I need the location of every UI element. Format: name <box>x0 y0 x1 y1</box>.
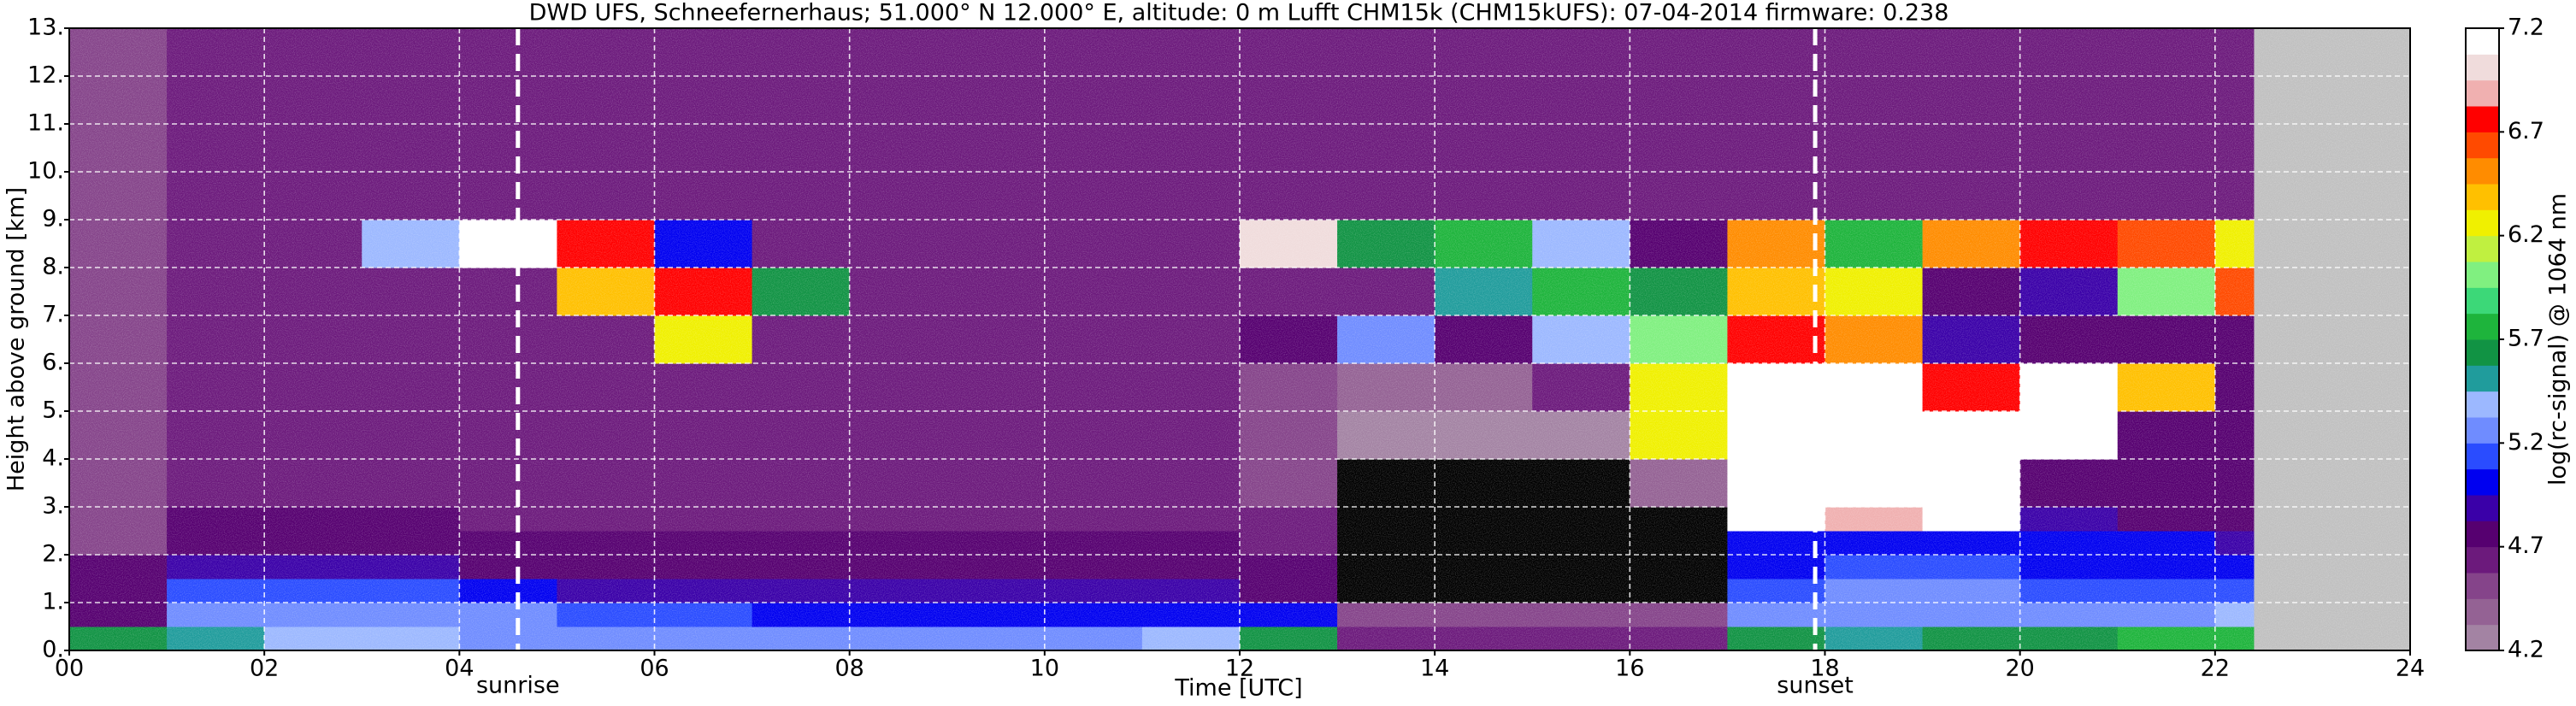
y-tick-label: 1. <box>42 589 64 615</box>
annotation-label: sunset <box>1777 673 1854 699</box>
y-tick-label: 3. <box>42 493 64 520</box>
colorbar-segment <box>2466 339 2499 366</box>
colorbar-segment <box>2466 546 2499 574</box>
x-axis-label: Time [UTC] <box>1174 675 1302 702</box>
plot-frame <box>68 27 2411 651</box>
overlay: 0. 1. 2. 3. 4. 5. 6. 7. 8. 9. 10. 11. 12. 13. 00 02 04 06… <box>27 15 2544 699</box>
colorbar-segment <box>2466 313 2499 340</box>
colorbar-segment <box>2466 28 2499 55</box>
x-tick-label: 06 <box>640 656 669 682</box>
colorbar-segment <box>2466 209 2499 237</box>
x-tick-label: 18 <box>1810 656 1839 682</box>
y-axis-label: Height above ground [km] <box>3 187 30 491</box>
colorbar-segment <box>2466 417 2499 444</box>
y-tick-label: 0. <box>42 637 64 663</box>
x-tick-label: 22 <box>2201 656 2230 682</box>
colorbar-segment <box>2466 495 2499 521</box>
y-tick-label: 10. <box>27 158 64 185</box>
y-tick-label: 13. <box>27 15 64 41</box>
x-tick-label: 04 <box>445 656 474 682</box>
colorbar-segment <box>2466 573 2499 599</box>
colorbar-segment <box>2466 235 2499 262</box>
colorbar-tick-label: 4.7 <box>2508 532 2544 559</box>
colorbar-segment <box>2466 443 2499 470</box>
colorbar-segment <box>2466 287 2499 315</box>
colorbar-segment <box>2466 106 2499 132</box>
x-tick-label: 14 <box>1420 656 1449 682</box>
colorbar-label: log(rc-signal) @ 1064 nm <box>2545 193 2572 485</box>
colorbar-segment <box>2466 468 2499 496</box>
annotation-label: sunrise <box>476 673 560 699</box>
colorbar-tick-label: 6.2 <box>2508 221 2544 248</box>
chart-title: DWD UFS, Schneefernerhaus; 51.000° N 12.… <box>529 0 1949 26</box>
y-tick-label: 8. <box>42 254 64 280</box>
colorbar-segment <box>2466 521 2499 548</box>
x-tick-label: 00 <box>55 656 84 682</box>
x-tick-label: 08 <box>834 656 864 682</box>
colorbar-tick-label: 5.2 <box>2508 429 2544 456</box>
y-tick-label: 9. <box>42 206 64 232</box>
colorbar-segment <box>2466 598 2499 626</box>
colorbar-tick-label: 7.2 <box>2508 15 2544 41</box>
x-tick-label: 20 <box>2005 656 2034 682</box>
colorbar-segment <box>2466 624 2499 651</box>
x-tick-label: 10 <box>1030 656 1059 682</box>
x-tick-label: 12 <box>1225 656 1254 682</box>
y-tick-label: 11. <box>27 110 64 137</box>
colorbar-segment <box>2466 132 2499 159</box>
x-tick-label: 16 <box>1615 656 1644 682</box>
x-tick-label: 24 <box>2396 656 2425 682</box>
x-tick-label: 02 <box>250 656 279 682</box>
colorbar-segment <box>2466 54 2499 81</box>
colorbar-tick-label: 5.7 <box>2508 326 2544 352</box>
colorbar-tick-label: 6.7 <box>2508 118 2544 144</box>
y-tick-label: 5. <box>42 397 64 424</box>
colorbar-segment <box>2466 157 2499 185</box>
y-tick-label: 12. <box>27 62 64 89</box>
y-tick-label: 7. <box>42 302 64 328</box>
y-tick-label: 4. <box>42 445 64 472</box>
colorbar-segment <box>2466 365 2499 392</box>
colorbar-segment <box>2466 79 2499 107</box>
colorbar-segment <box>2466 391 2499 418</box>
colorbar-tick-label: 4.2 <box>2508 637 2544 663</box>
colorbar-segment <box>2466 184 2499 210</box>
y-tick-label: 6. <box>42 350 64 376</box>
y-tick-label: 2. <box>42 541 64 568</box>
colorbar-segment <box>2466 262 2499 288</box>
